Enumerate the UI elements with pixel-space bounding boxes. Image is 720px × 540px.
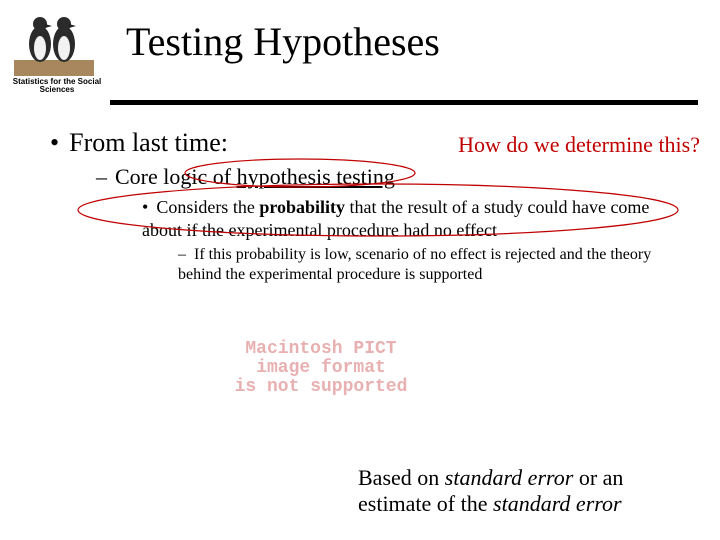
bullet-dash-icon: –: [178, 246, 186, 263]
bullet-dot-icon: •: [142, 197, 148, 217]
title-rule: [110, 100, 698, 105]
l3-a: Considers the: [156, 197, 259, 217]
bottom-a: Based on: [358, 465, 445, 490]
bullet-l2-prefix: Core logic of: [115, 164, 237, 189]
bullet-level4: –If this probability is low, scenario of…: [178, 245, 690, 285]
bottom-b: standard error: [445, 465, 574, 490]
pict-line-2: image format: [230, 359, 412, 378]
bullet-level2: –Core logic of hypothesis testing: [96, 164, 690, 190]
bullet-l1-text: From last time:: [69, 128, 228, 157]
penguins-logo: [14, 10, 94, 76]
bullet-l2-underlined: hypothesis testing: [237, 164, 395, 189]
slide-title: Testing Hypotheses: [126, 18, 440, 65]
l3-b: probability: [259, 197, 345, 217]
pict-unsupported-placeholder: Macintosh PICT image format is not suppo…: [230, 340, 412, 397]
bottom-d: standard error: [493, 491, 622, 516]
bullet-level3: •Considers the probability that the resu…: [142, 196, 690, 241]
slide-body: •From last time: –Core logic of hypothes…: [50, 120, 690, 287]
logo-caption: Statistics for the Social Sciences: [12, 78, 102, 94]
bullet-level1: • From last time:: [50, 128, 690, 158]
bottom-note: Based on standard error or an estimate o…: [358, 465, 688, 518]
bullet-dash-icon: –: [96, 164, 107, 189]
l4-text: If this probability is low, scenario of …: [178, 246, 651, 283]
pict-line-1: Macintosh PICT: [230, 340, 412, 359]
bullet-dot-icon: •: [50, 128, 59, 157]
pict-line-3: is not supported: [230, 378, 412, 397]
slide: Statistics for the Social Sciences Testi…: [0, 0, 720, 540]
